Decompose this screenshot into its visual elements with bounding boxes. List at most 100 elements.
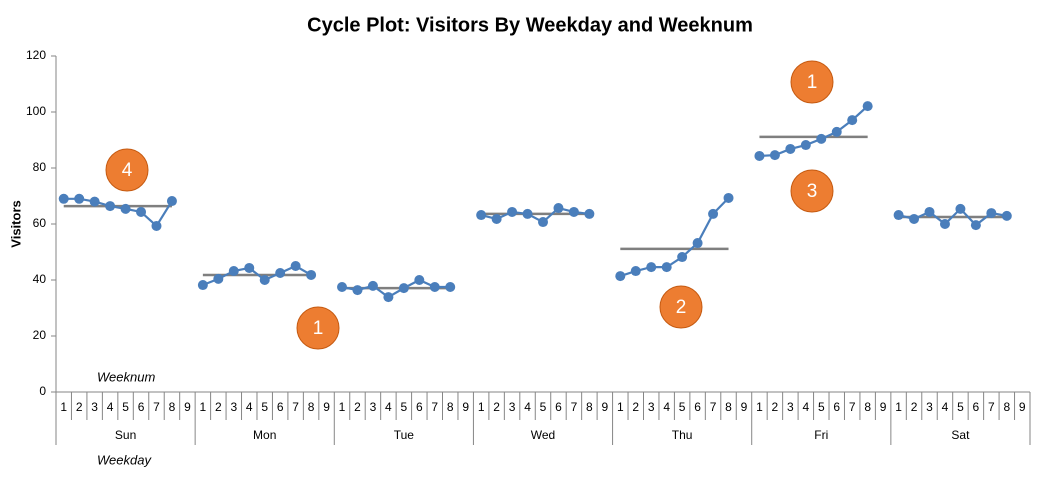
data-point xyxy=(507,206,518,217)
annotation-text: 1 xyxy=(313,318,324,339)
week-label: 7 xyxy=(292,400,299,414)
week-label: 7 xyxy=(710,400,717,414)
data-point xyxy=(692,238,703,249)
group-label: Mon xyxy=(253,428,276,442)
week-label: 4 xyxy=(663,400,670,414)
week-label: 4 xyxy=(802,400,809,414)
week-label: 6 xyxy=(277,400,284,414)
week-label: 1 xyxy=(895,400,902,414)
y-tick-label: 120 xyxy=(26,48,46,62)
data-point xyxy=(986,208,997,219)
annotation-text: 1 xyxy=(807,72,818,93)
week-label: 3 xyxy=(91,400,98,414)
data-point xyxy=(105,201,116,212)
week-label: 7 xyxy=(153,400,160,414)
data-point xyxy=(398,283,409,294)
data-point xyxy=(847,115,858,126)
data-point xyxy=(893,210,904,221)
week-label: 9 xyxy=(462,400,469,414)
week-label: 4 xyxy=(246,400,253,414)
week-label: 9 xyxy=(1019,400,1026,414)
week-label: 2 xyxy=(215,400,222,414)
week-label: 5 xyxy=(540,400,547,414)
week-label: 7 xyxy=(988,400,995,414)
data-point xyxy=(970,220,981,231)
annotation-text: 3 xyxy=(807,181,818,202)
week-label: 6 xyxy=(138,400,145,414)
data-point xyxy=(151,220,162,231)
data-point xyxy=(955,203,966,214)
y-tick-label: 20 xyxy=(33,328,47,342)
data-point xyxy=(831,126,842,137)
data-point xyxy=(924,206,935,217)
group-label: Thu xyxy=(672,428,693,442)
data-point xyxy=(213,273,224,284)
week-label: 3 xyxy=(370,400,377,414)
data-point xyxy=(383,292,394,303)
data-point xyxy=(228,266,239,277)
annotation-badge xyxy=(790,60,834,104)
week-label: 5 xyxy=(679,400,686,414)
week-label: 7 xyxy=(571,400,578,414)
week-label: 9 xyxy=(601,400,608,414)
week-label: 6 xyxy=(416,400,423,414)
week-label: 5 xyxy=(261,400,268,414)
data-point xyxy=(414,275,425,285)
data-point xyxy=(862,101,873,112)
group-label: Fri xyxy=(814,428,828,442)
annotation-badge xyxy=(659,285,703,329)
week-label: 6 xyxy=(973,400,980,414)
annotation-badge xyxy=(105,148,149,192)
week-label: 9 xyxy=(741,400,748,414)
y-axis-label: Visitors xyxy=(8,200,23,247)
data-point xyxy=(769,150,780,161)
week-label: 1 xyxy=(60,400,67,414)
week-label: 3 xyxy=(787,400,794,414)
y-tick-label: 40 xyxy=(33,272,47,286)
data-point xyxy=(584,208,595,219)
data-point xyxy=(58,193,69,204)
week-label: 7 xyxy=(431,400,438,414)
outer-axis-label: Weekday xyxy=(97,452,152,467)
data-point xyxy=(491,213,502,224)
week-label: 7 xyxy=(849,400,856,414)
data-point xyxy=(553,203,564,214)
week-label: 8 xyxy=(586,400,593,414)
data-point xyxy=(568,206,579,217)
week-label: 5 xyxy=(401,400,408,414)
week-label: 1 xyxy=(200,400,207,414)
data-point xyxy=(74,193,85,204)
data-point xyxy=(661,262,672,273)
week-label: 6 xyxy=(833,400,840,414)
y-tick-label: 100 xyxy=(26,104,46,118)
data-point xyxy=(538,217,548,228)
week-label: 1 xyxy=(756,400,763,414)
data-point xyxy=(677,252,688,263)
y-tick-label: 80 xyxy=(33,160,47,174)
data-point xyxy=(800,140,811,151)
week-label: 4 xyxy=(524,400,531,414)
data-point xyxy=(708,208,719,219)
data-point xyxy=(630,266,641,277)
data-point xyxy=(646,262,657,273)
week-label: 5 xyxy=(122,400,129,414)
data-point xyxy=(352,285,363,296)
data-point xyxy=(816,133,827,144)
week-label: 2 xyxy=(772,400,779,414)
annotation-text: 4 xyxy=(122,160,133,181)
data-point xyxy=(476,210,487,221)
week-label: 3 xyxy=(926,400,933,414)
data-point xyxy=(136,206,147,217)
series-line xyxy=(759,105,869,158)
group-label: Sat xyxy=(951,428,970,442)
data-point xyxy=(120,203,131,214)
group-label: Sun xyxy=(115,428,136,442)
data-point xyxy=(615,271,626,282)
y-tick-label: 0 xyxy=(39,384,46,398)
data-point xyxy=(259,275,270,285)
chart-title: Cycle Plot: Visitors By Weekday and Week… xyxy=(307,14,753,36)
annotation-badge xyxy=(296,306,340,350)
week-label: 1 xyxy=(339,400,346,414)
data-point xyxy=(275,268,286,278)
